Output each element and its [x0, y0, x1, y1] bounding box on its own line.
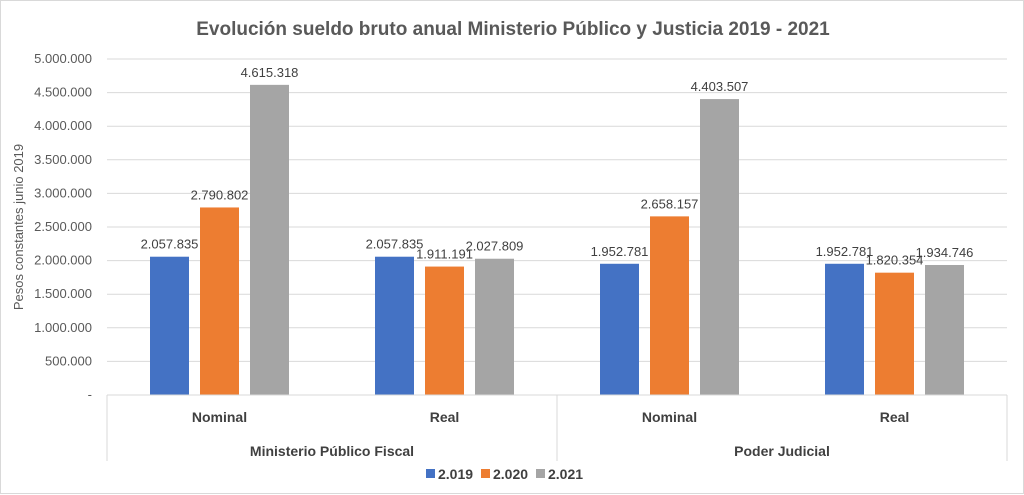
y-tick-label: 1.000.000 [34, 320, 92, 335]
y-tick-label: 2.500.000 [34, 219, 92, 234]
bar [600, 263, 639, 395]
y-tick-label: 500.000 [45, 353, 92, 368]
bar [250, 84, 289, 395]
y-tick-label: 1.500.000 [34, 286, 92, 301]
x-axis: Nominal Real Nominal Real Ministerio Público… [106, 394, 1008, 461]
legend-swatch-icon [481, 469, 490, 478]
chart-title: Evolución sueldo bruto anual Ministerio … [196, 19, 830, 40]
bar [475, 258, 514, 395]
y-axis-title: Pesos constantes junio 2019 [11, 144, 26, 310]
group-label: Ministerio Público Fiscal [250, 443, 414, 459]
category-label: Nominal [642, 409, 697, 425]
data-label: 2.027.809 [466, 239, 524, 254]
category-label: Real [880, 409, 910, 425]
legend-swatch-icon [426, 469, 435, 478]
legend-label: 2.021 [548, 466, 583, 482]
data-labels: 2.057.8352.790.8024.615.3182.057.8351.91… [141, 65, 974, 268]
category-label: Nominal [192, 409, 247, 425]
legend-label: 2.020 [493, 466, 528, 482]
data-label: 2.790.802 [191, 187, 249, 202]
group-label: Poder Judicial [734, 443, 830, 459]
y-axis-ticks: - 500.000 1.000.000 1.500.000 2.000.000 2.500… [34, 51, 92, 402]
bar [925, 264, 964, 395]
y-tick-label: 5.000.000 [34, 51, 92, 66]
bar [875, 272, 914, 395]
data-label: 2.658.157 [641, 196, 699, 211]
bar [425, 266, 464, 395]
data-label: 4.615.318 [241, 65, 299, 80]
data-label: 1.934.746 [916, 245, 974, 260]
y-tick-label: 3.500.000 [34, 152, 92, 167]
y-tick-label: - [88, 387, 92, 402]
y-tick-label: 4.500.000 [34, 85, 92, 100]
bar [700, 99, 739, 396]
bar [375, 256, 414, 395]
data-label: 2.057.835 [141, 237, 199, 252]
legend-label: 2.019 [438, 466, 473, 482]
y-tick-label: 2.000.000 [34, 253, 92, 268]
bar [150, 256, 189, 395]
bars [150, 84, 964, 396]
legend: 2.019 2.020 2.021 [426, 466, 583, 482]
gridlines [107, 58, 1007, 362]
bar [650, 216, 689, 395]
data-label: 1.911.191 [416, 247, 473, 262]
legend-swatch-icon [536, 469, 545, 478]
data-label: 4.403.507 [691, 79, 749, 94]
data-label: 1.952.781 [816, 244, 874, 259]
y-tick-label: 3.000.000 [34, 185, 92, 200]
bar [200, 207, 239, 395]
data-label: 1.820.354 [866, 253, 924, 268]
category-label: Real [430, 409, 460, 425]
y-tick-label: 4.000.000 [34, 118, 92, 133]
data-label: 2.057.835 [366, 237, 424, 252]
bar [825, 263, 864, 395]
data-label: 1.952.781 [591, 244, 649, 259]
